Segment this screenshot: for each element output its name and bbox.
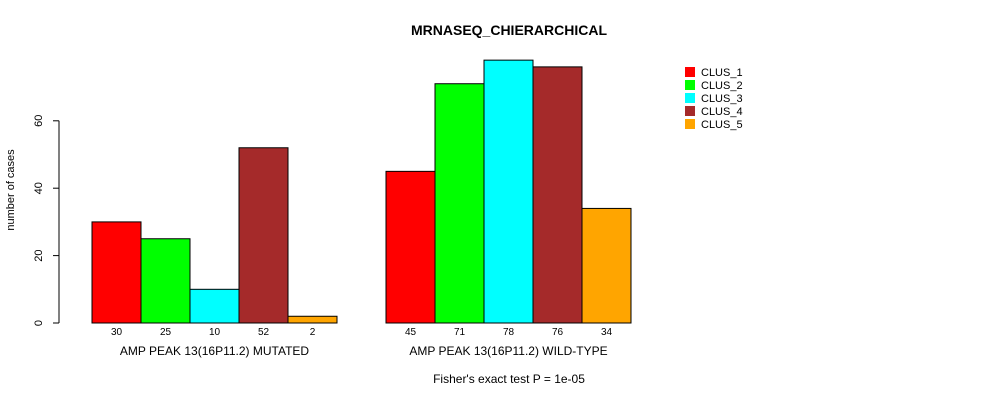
group-label: AMP PEAK 13(16P11.2) WILD-TYPE [409,344,607,358]
legend-swatch [685,67,695,77]
y-tick-label: 40 [33,182,45,194]
bar-clus-1 [385,170,436,324]
bar-count-label: 76 [552,327,564,338]
bar-count-label: 30 [111,327,123,338]
bar-clus-4 [238,147,289,324]
bar-clus-3 [189,288,240,324]
legend-label: CLUS_4 [701,106,743,118]
bar-count-label: 25 [160,327,172,338]
bar-count-label: 78 [503,327,515,338]
legend-label: CLUS_1 [701,67,743,79]
chart-title: MRNASEQ_CHIERARCHICAL [411,22,607,38]
legend-swatch [685,106,695,116]
y-tick-label: 20 [33,249,45,261]
bar-clus-3 [483,59,534,324]
y-tick-label: 0 [33,320,45,326]
bar-clus-2 [434,83,485,324]
y-axis-label: number of cases [5,149,17,231]
bar-clus-5 [581,207,632,324]
y-tick-label: 60 [33,115,45,127]
bar-count-label: 10 [209,327,221,338]
legend-label: CLUS_3 [701,93,743,105]
bar-clus-1 [91,221,142,324]
bar-clus-2 [140,238,191,324]
y-axis: 0 20 40 60 [33,115,60,326]
legend-label: CLUS_5 [701,119,743,131]
bar-count-label: 45 [405,327,417,338]
bar-clus-4 [532,66,583,324]
group-label: AMP PEAK 13(16P11.2) MUTATED [120,344,310,358]
legend-swatch [685,93,695,103]
legend-swatch [685,80,695,90]
bar-count-label: 71 [454,327,466,338]
bar-count-label: 2 [310,327,316,338]
legend-swatch [685,119,695,129]
bar-count-label: 34 [601,327,613,338]
fisher-test-footnote: Fisher's exact test P = 1e-05 [433,372,585,386]
legend-label: CLUS_2 [701,80,743,92]
bar-clus-5 [287,315,338,324]
bar-count-label: 52 [258,327,270,338]
